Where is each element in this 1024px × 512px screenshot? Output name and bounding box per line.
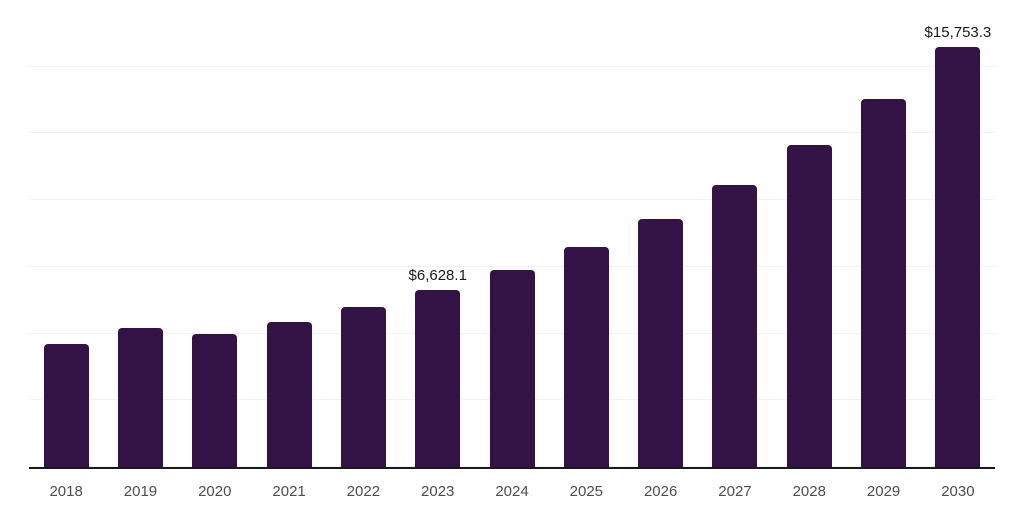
bar-2021 [266,322,312,467]
x-tick-label-2021: 2021 [272,483,306,500]
bar-2023: $6,628.1 [409,267,467,467]
x-tick-label-2019: 2019 [123,483,158,500]
bar-column-2024: 2024 [475,0,549,500]
bar-2018 [43,344,89,467]
bar-2026 [638,219,684,467]
value-label-2030: $15,753.3 [924,23,992,41]
bar-column-2023: $6,628.1 2023 [401,0,475,500]
gridline [29,65,995,67]
bar-column-2026: 2026 [624,0,698,500]
bar-2029 [861,99,907,467]
bar-column-2018: 2018 [29,0,103,500]
bar-2028 [786,145,832,467]
bar-2030: $15,753.3 [925,24,991,467]
bar-column-2020: 2020 [178,0,252,500]
bar-column-2027: 2027 [698,0,772,500]
bar-column-2019: 2019 [103,0,177,500]
bar-column-2025: 2025 [549,0,623,500]
gridline [29,199,995,201]
bar-2019 [117,328,163,467]
x-tick-label-2022: 2022 [346,483,381,500]
bar-2020 [192,334,238,467]
bar-column-2029: 2029 [846,0,920,500]
x-tick-label-2028: 2028 [792,483,826,500]
x-tick-label-2020: 2020 [198,483,232,500]
bar-column-2022: 2022 [326,0,400,500]
gridline [29,132,995,134]
bar-column-2028: 2028 [772,0,846,500]
x-tick-label-2025: 2025 [569,483,604,500]
bar-2025 [563,247,609,467]
bar-2022 [340,307,386,467]
bar-column-2021: 2021 [252,0,326,500]
bar-column-2030: $15,753.3 2030 [921,0,995,500]
x-tick-label-2024: 2024 [495,483,529,500]
x-tick-label-2029: 2029 [866,483,901,500]
plot-area: 2018 2019 2020 2021 2022 $6,628.1 2023 2024 2025… [29,0,995,500]
x-tick-label-2027: 2027 [718,483,752,500]
x-tick-label-2030: 2030 [941,483,975,500]
bar-2027 [712,184,758,467]
value-label-2023: $6,628.1 [408,267,467,285]
bars-row: 2018 2019 2020 2021 2022 $6,628.1 2023 2024 2025… [29,0,995,500]
x-tick-label-2018: 2018 [49,483,83,500]
x-tick-label-2026: 2026 [643,483,678,500]
gridline [29,265,995,267]
x-tick-label-2023: 2023 [421,483,455,500]
bar-2024 [489,269,535,467]
